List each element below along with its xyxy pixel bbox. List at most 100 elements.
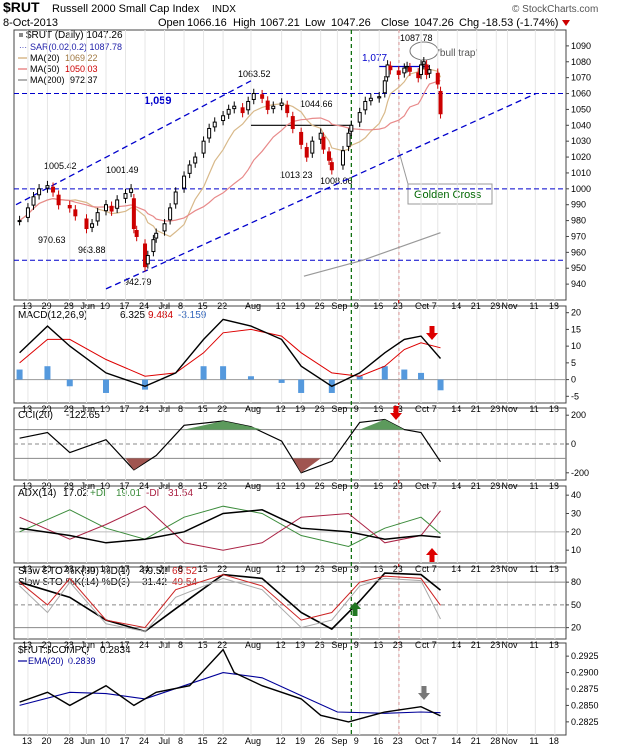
x-tick-label: 7 (432, 564, 437, 574)
x-tick-label: 20 (41, 640, 51, 650)
y-tick-label: 1050 (571, 104, 591, 114)
y-tick-label: 30 (571, 509, 581, 519)
x-tick-label: Oct (415, 564, 430, 574)
y-tick-label: 0.2900 (571, 668, 599, 678)
cci-line (19, 418, 441, 474)
x-tick-label: 19 (295, 736, 305, 746)
cci-legend: CCI(20) -122.65 (18, 410, 100, 421)
candle-body (402, 67, 407, 74)
y-tick-label: 1070 (571, 73, 591, 83)
macd-hist-bar (356, 376, 363, 380)
x-tick-label: 17 (120, 404, 130, 414)
x-tick-label: 14 (451, 404, 461, 414)
x-tick-label: 16 (373, 736, 383, 746)
candle-body (31, 196, 36, 206)
adx-line (19, 509, 441, 544)
x-tick-label: Oct (415, 404, 430, 414)
x-tick-label: Nov (501, 301, 518, 311)
x-tick-label: 15 (198, 564, 208, 574)
label-1001: 1001.49 (106, 165, 139, 175)
macd-hist-bar (278, 379, 285, 383)
x-tick-label: 9 (354, 404, 359, 414)
panel-frame-1 (13, 305, 567, 404)
legend-square-icon (19, 33, 23, 37)
x-tick-label: 28 (64, 736, 74, 746)
x-tick-label: 22 (217, 404, 227, 414)
x-tick-label: Sep (331, 640, 347, 650)
x-tick-label: 19 (295, 404, 305, 414)
candle-body (56, 194, 61, 206)
candle-body (318, 132, 323, 140)
candle-body (416, 72, 421, 79)
price-legend: $RUT (Daily) 1047.26 ··· SAR(0.02,0.2) 1… (18, 30, 123, 85)
x-tick-label: Jul (159, 736, 171, 746)
x-tick-label: 13 (22, 301, 32, 311)
x-tick-label: 24 (139, 640, 149, 650)
macd-hist-bar (66, 379, 73, 387)
x-tick-label: 23 (393, 640, 403, 650)
y-tick-label: 1030 (571, 136, 591, 146)
x-tick-label: Aug (245, 404, 261, 414)
cci-pos-fill (184, 420, 263, 430)
label-1087: 1087.78 (400, 33, 433, 43)
panel-frame-0 (13, 29, 567, 301)
x-tick-label: 7 (432, 481, 437, 491)
ma200-line (303, 232, 441, 277)
candle-body (67, 205, 72, 209)
y-tick-label: 1000 (571, 184, 591, 194)
label-970: 970.63 (38, 235, 66, 245)
x-tick-label: Oct (415, 736, 430, 746)
candle-body (154, 232, 159, 239)
adx-legend: ADX(14) 17.02 +DI 19.01 -DI 31.54 (18, 488, 193, 499)
adx-up-arrow-icon (426, 548, 438, 562)
candle-body (260, 94, 265, 99)
candle-body (388, 65, 393, 71)
x-tick-label: 23 (393, 564, 403, 574)
stoch-legend-v1: 69.52 (142, 566, 167, 577)
x-tick-label: 10 (100, 481, 110, 491)
x-tick-label: 17 (120, 640, 130, 650)
high-label: High (233, 17, 256, 29)
chart-header: $RUT Russell 2000 Small Cap Index INDX ©… (3, 0, 598, 29)
label-1059: 1,059 (144, 95, 172, 107)
candle-body (73, 209, 78, 217)
macd-signal-line (19, 328, 441, 377)
x-tick-label: 18 (549, 564, 559, 574)
x-tick-label: 18 (549, 404, 559, 414)
x-tick-label: 24 (139, 301, 149, 311)
x-tick-label: 19 (295, 564, 305, 574)
x-tick-label: 14 (451, 564, 461, 574)
macd-hist-bar (418, 372, 425, 380)
x-tick-label: 21 (471, 301, 481, 311)
macd-hist-bar (44, 366, 51, 380)
macd-legend-v3: -3.159 (178, 310, 207, 321)
legend-ma50-name: MA(50) (30, 64, 60, 74)
x-tick-label: 28 (64, 404, 74, 414)
candle-body (405, 66, 410, 69)
x-tick-label: 8 (178, 564, 183, 574)
x-tick-label: 28 (64, 640, 74, 650)
label-942: 942.79 (124, 277, 152, 287)
legend-price: $RUT (Daily) 1047.26 (26, 30, 123, 41)
chg-value: -18.53 (-1.74%) (482, 17, 558, 29)
high-value: 1067.21 (260, 17, 300, 29)
x-tick-label: 28 (490, 481, 500, 491)
candle-body (419, 64, 424, 75)
candle-body (123, 193, 128, 199)
candle-body (285, 104, 290, 114)
x-tick-label: 16 (373, 564, 383, 574)
candle-body (368, 97, 373, 102)
macd-legend-name: MACD(12,26,9) (18, 310, 87, 321)
x-tick-label: 21 (471, 404, 481, 414)
x-tick-label: 11 (529, 404, 538, 414)
x-tick-label: 16 (373, 301, 383, 311)
macd-hist-bar (16, 369, 23, 380)
x-tick-label: 7 (432, 404, 437, 414)
x-tick-label: Aug (245, 564, 261, 574)
y-tick-label: 80 (571, 577, 581, 587)
legend-ma20-name: MA(20) (30, 53, 60, 63)
y-tick-label: 20 (571, 527, 581, 537)
y-tick-label: 40 (571, 490, 581, 500)
legend-ma20-value: 1069.22 (65, 53, 98, 63)
